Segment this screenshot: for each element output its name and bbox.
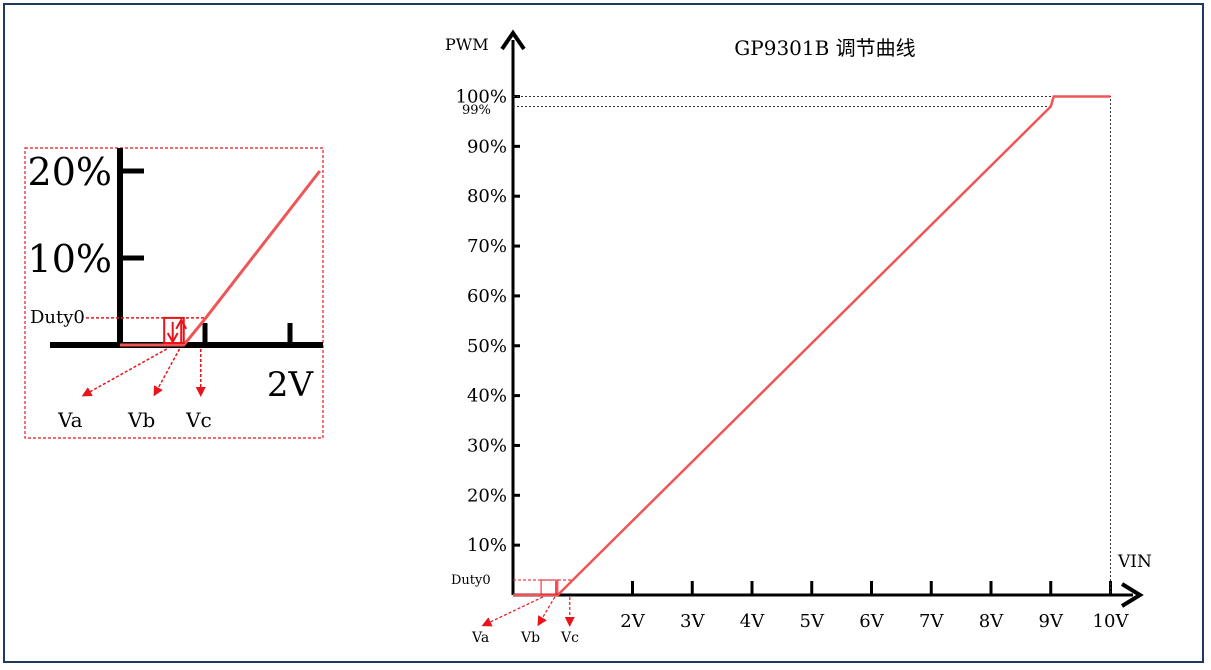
inset-va-arrow: [81, 348, 168, 397]
inset-frame: [24, 147, 324, 439]
inset-vb-arrow: [153, 348, 181, 397]
main-va-label: Va: [471, 630, 489, 646]
main-hysteresis-box: [540, 579, 559, 595]
inset-vc-label: Vc: [185, 408, 212, 432]
main-x-axis-arrow: [1120, 582, 1144, 608]
main-x-axis-label: VIN: [1117, 552, 1152, 572]
main-vc-label: Vc: [560, 630, 579, 646]
main-y-tick-label: 90%: [467, 136, 507, 157]
main-y-tick-label: 50%: [467, 336, 507, 357]
main-y-tick-label: 70%: [467, 236, 507, 257]
main-y-axis-label: PWM: [445, 35, 489, 54]
inset-y-tick-label: 20%: [28, 150, 112, 194]
inset-duty0-label: Duty0: [30, 307, 85, 328]
main-y-axis-arrow: [500, 29, 526, 51]
inset-y-tick-label: 10%: [28, 237, 112, 281]
main-vb-label: Vb: [520, 630, 540, 646]
inset-curve-line: [120, 170, 321, 347]
main-y-tick-label: 80%: [467, 186, 507, 207]
main-y-tick-label: 10%: [467, 535, 507, 556]
main-curve-line: [513, 95, 1111, 597]
inset-hysteresis-box: [163, 316, 185, 344]
main-99-label: 99%: [462, 103, 491, 118]
main-x-tick-label: 7V: [919, 611, 944, 632]
main-x-tick-label: 5V: [800, 611, 825, 632]
inset-va-label: Va: [57, 408, 83, 432]
main-y-tick-label: 20%: [467, 485, 507, 506]
main-x-tick-label: 10V: [1093, 611, 1130, 632]
main-vb-arrow: [537, 596, 556, 627]
inset-vb-label: Vb: [127, 408, 155, 432]
main-x-tick-label: 6V: [859, 611, 884, 632]
main-x-tick-label: 8V: [979, 611, 1004, 632]
inset-down-arrow-head: [166, 332, 179, 345]
main-100pct-guide: [513, 96, 1111, 595]
main-x-tick-label: 9V: [1039, 611, 1064, 632]
main-duty0-label: Duty0: [451, 573, 491, 588]
main-x-tick-label: 2V: [620, 611, 645, 632]
image-frame: [3, 3, 1204, 663]
main-chart-title: GP9301B 调节曲线: [734, 36, 915, 60]
main-y-tick-label: 40%: [467, 386, 507, 407]
main-va-arrow: [481, 596, 544, 627]
main-x-tick-label: 3V: [680, 611, 705, 632]
inset-up-arrow-head: [175, 317, 188, 330]
main-y-tick-label: 100%: [456, 87, 507, 108]
main-x-tick-label: 4V: [740, 611, 765, 632]
main-y-tick-label: 60%: [467, 286, 507, 307]
main-y-tick-label: 30%: [467, 435, 507, 456]
inset-x-tick-label: 2V: [267, 365, 315, 405]
